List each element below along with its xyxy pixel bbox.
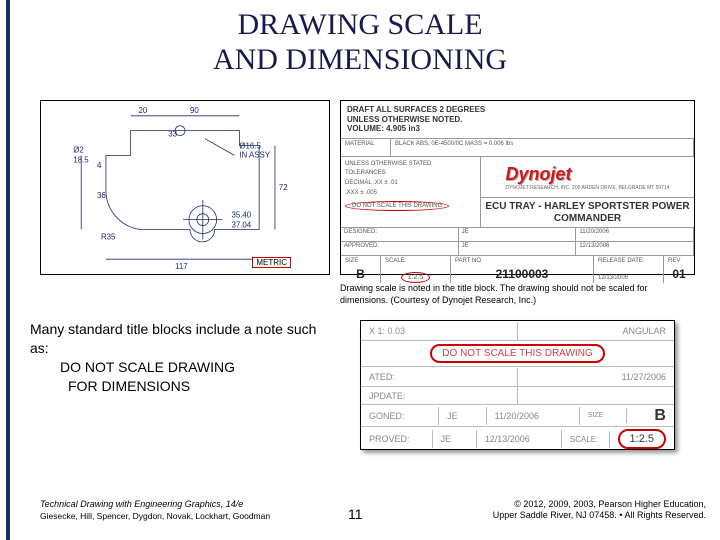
zoom-detail: X 1: 0.03 ANGULAR DO NOT SCALE THIS DRAW… [360, 320, 675, 450]
zoom-r6c1: PROVED: [361, 430, 433, 448]
approved-by: JE [459, 242, 577, 255]
title-block-right: Dynojet DYNOJET RESEARCH, INC. 200 ARDEN… [481, 157, 694, 227]
approvals: DESIGNED: JE 11/20/2006 APPROVED: JE 12/… [341, 227, 694, 255]
note-line2: FOR DIMENSIONS [68, 377, 320, 396]
footer-book-title: Technical Drawing with Engineering Graph… [40, 499, 270, 511]
svg-text:18.5: 18.5 [73, 155, 89, 164]
zoom-r4c1: JPDATE: [361, 387, 518, 405]
notes-line3: VOLUME: 4.905 in3 [347, 124, 420, 133]
title-block-notes: DRAFT ALL SURFACES 2 DEGREES UNLESS OTHE… [341, 101, 694, 139]
svg-text:117: 117 [175, 262, 188, 271]
engineering-drawing: 20 90 33 Ø16.5 IN ASSY Ø2 18.5 4 72 36 3… [40, 100, 330, 275]
logo-row: Dynojet DYNOJET RESEARCH, INC. 200 ARDEN… [481, 157, 694, 199]
tol-sub: TOLERANCES [345, 169, 476, 179]
release-value: 12/13/2006 [598, 275, 659, 281]
svg-text:20: 20 [139, 106, 148, 115]
footer-right: © 2012, 2009, 2003, Pearson Higher Educa… [493, 499, 706, 522]
designed-label: DESIGNED: [341, 228, 459, 241]
zoom-r4c2 [518, 392, 674, 400]
svg-text:33: 33 [168, 130, 177, 139]
svg-text:4: 4 [97, 161, 102, 170]
zoom-r5c4: SIZE [580, 408, 628, 423]
material-label: MATERIAL [341, 139, 391, 156]
part-title: ECU TRAY - HARLEY SPORTSTER POWER COMMAN… [481, 198, 694, 226]
logo-sub: DYNOJET RESEARCH, INC. 200 ARDEN DRIVE, … [505, 185, 669, 191]
svg-text:IN ASSY: IN ASSY [239, 150, 270, 159]
svg-text:35.40: 35.40 [231, 211, 251, 220]
accent-bar [6, 0, 10, 540]
approved-date: 12/13/2006 [576, 242, 694, 255]
page-number: 11 [348, 506, 363, 522]
svg-text:72: 72 [279, 183, 288, 192]
notes-line1: DRAFT ALL SURFACES 2 DEGREES [347, 105, 485, 114]
zoom-r6c3: 12/13/2006 [477, 430, 562, 448]
material-row: MATERIAL BLACK ABS, 0E-4500/0C MASS = 0.… [341, 139, 694, 157]
proprietary-note: DO NOT SCALE THIS DRAWING [345, 201, 449, 211]
title-block: DRAFT ALL SURFACES 2 DEGREES UNLESS OTHE… [340, 100, 695, 275]
figure-caption: Drawing scale is noted in the title bloc… [340, 283, 695, 306]
note-line1: DO NOT SCALE DRAWING [60, 358, 320, 377]
zoom-r5c1: GONED: [361, 407, 439, 425]
body-text: Many standard title blocks include a not… [30, 320, 320, 396]
copyright-line1: © 2012, 2009, 2003, Pearson Higher Educa… [493, 499, 706, 511]
dynojet-logo: Dynojet [505, 164, 669, 185]
drawing-svg: 20 90 33 Ø16.5 IN ASSY Ø2 18.5 4 72 36 3… [41, 101, 329, 274]
partno-value: 21100003 [455, 267, 589, 281]
zoom-scale-val: 1:2.5 [618, 429, 666, 449]
footer-left: Technical Drawing with Engineering Graph… [40, 499, 270, 522]
tol-dec: DECIMAL .XX ± .01 [345, 179, 476, 189]
zoom-r5c3: 11/20/2006 [487, 407, 580, 425]
svg-text:36: 36 [97, 191, 106, 200]
tolerances-box: UNLESS OTHERWISE STATED TOLERANCES DECIM… [341, 157, 481, 227]
zoom-donotscale: DO NOT SCALE THIS DRAWING [430, 344, 604, 363]
svg-text:37.04: 37.04 [231, 221, 251, 230]
title-block-mid: UNLESS OTHERWISE STATED TOLERANCES DECIM… [341, 157, 694, 227]
body-intro: Many standard title blocks include a not… [30, 321, 316, 356]
svg-text:Ø2: Ø2 [73, 145, 84, 154]
tol-dec2: .XXX ± .005 [345, 189, 476, 199]
svg-text:90: 90 [190, 106, 199, 115]
title-line1: DRAWING SCALE [237, 8, 482, 41]
zoom-r1c2: ANGULAR [518, 322, 674, 340]
slide-title: DRAWING SCALE AND DIMENSIONING [0, 8, 720, 77]
zoom-r3c2: 11/27/2006 [518, 368, 674, 386]
release-label: RELEASE DATE: [598, 258, 659, 264]
copyright-line2: Upper Saddle River, NJ 07458. • All Righ… [493, 510, 706, 522]
size-label: SIZE [345, 258, 376, 264]
scale-label: SCALE: [385, 258, 446, 264]
material-value: BLACK ABS, 0E-4500/0C MASS = 0.006 lbs [391, 139, 694, 156]
zoom-r3c1: ATED: [361, 368, 518, 386]
title-line2: AND DIMENSIONING [213, 43, 507, 76]
zoom-r6c2: JE [433, 430, 477, 448]
zoom-r1c1: X 1: 0.03 [361, 322, 518, 340]
zoom-r5c2: JE [439, 407, 487, 425]
designed-date: 11/20/2006 [576, 228, 694, 241]
scale-value: 1:2.5 [401, 272, 431, 283]
partno-label: PART NO. [455, 258, 589, 264]
svg-text:R35: R35 [101, 232, 116, 241]
tol-header: UNLESS OTHERWISE STATED [345, 160, 476, 170]
zoom-r6c4: SCALE: [562, 431, 610, 448]
size-value: B [345, 267, 376, 281]
notes-line2: UNLESS OTHERWISE NOTED. [347, 115, 462, 124]
title-block-bottom: SIZE B SCALE: 1:2.5 PART NO. 21100003 RE… [341, 255, 694, 283]
rev-value: 01 [668, 267, 690, 281]
approved-label: APPROVED: [341, 242, 459, 255]
svg-text:Ø16.5: Ø16.5 [239, 141, 261, 150]
rev-label: REV [668, 258, 690, 264]
footer-authors: Giesecke, Hill, Spencer, Dygdon, Novak, … [40, 511, 270, 522]
designed-by: JE [459, 228, 577, 241]
metric-label: METRIC [252, 257, 291, 268]
